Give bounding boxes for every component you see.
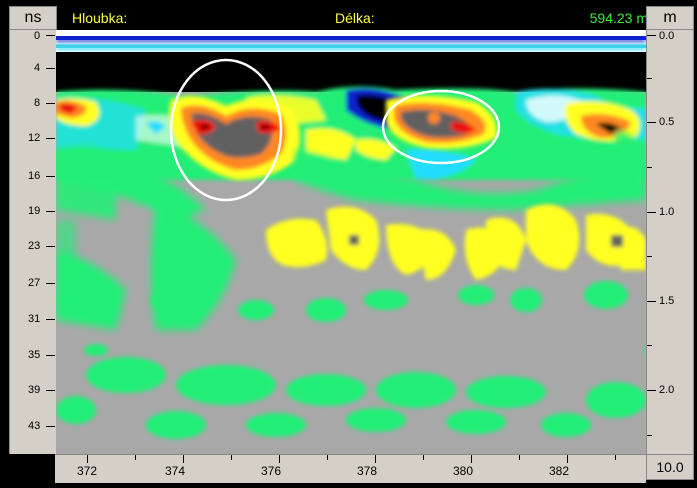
tick-mark — [615, 455, 616, 460]
tick-mark — [46, 68, 55, 69]
time-tick-label: 23 — [28, 240, 41, 252]
target-highlight-2 — [381, 89, 501, 165]
tick-mark — [567, 455, 568, 463]
depth-tick-label: 0.5 — [659, 116, 675, 128]
tick-mark — [46, 103, 55, 104]
time-axis-ruler[interactable]: 0 4 8 12 16 19 23 27 31 35 39 43 — [9, 30, 57, 454]
time-tick-label: 4 — [34, 62, 41, 74]
depth-label: Hloubka: — [72, 10, 128, 26]
time-tick-label: 12 — [28, 132, 41, 144]
radargram-image — [56, 30, 646, 454]
tick-mark — [46, 319, 55, 320]
radargram-profile[interactable] — [56, 30, 646, 454]
tick-mark — [231, 455, 232, 460]
tick-mark — [46, 35, 55, 36]
time-tick-label: 39 — [28, 384, 41, 396]
tick-mark — [647, 345, 652, 346]
tick-mark — [46, 426, 55, 427]
depth-tick-label: 0.0 — [659, 30, 675, 42]
tick-mark — [46, 176, 55, 177]
distance-axis-ruler[interactable]: 372 374 376 378 380 382 — [55, 454, 646, 483]
tick-mark — [46, 211, 55, 212]
corner-block — [9, 454, 55, 482]
tick-mark — [327, 455, 328, 460]
time-tick-label: 35 — [28, 349, 41, 361]
time-tick-label: 43 — [28, 420, 41, 432]
distance-tick-label: 378 — [357, 464, 378, 478]
distance-tick-label: 382 — [549, 464, 570, 478]
tick-mark — [423, 455, 424, 460]
tick-mark — [279, 455, 280, 463]
time-tick-label: 16 — [28, 170, 41, 182]
tick-mark — [46, 138, 55, 139]
tick-mark — [135, 455, 136, 460]
time-tick-label: 27 — [28, 277, 41, 289]
tick-mark — [46, 246, 55, 247]
depth-unit-label: m — [646, 6, 694, 30]
depth-axis-ruler[interactable]: 0.0 0.5 1.0 1.5 2.0 — [646, 30, 694, 454]
position-readout: 594.23 m — [589, 10, 648, 26]
time-unit-label: ns — [9, 6, 57, 30]
tick-mark — [46, 355, 55, 356]
tick-mark — [647, 35, 656, 36]
tick-mark — [647, 435, 652, 436]
target-highlight-1 — [169, 58, 283, 202]
tick-mark — [46, 390, 55, 391]
tick-mark — [183, 455, 184, 463]
tick-mark — [647, 256, 652, 257]
tick-mark — [647, 301, 656, 302]
tick-mark — [647, 167, 652, 168]
scale-end-value[interactable]: 10.0 — [646, 454, 694, 480]
distance-tick-label: 374 — [165, 464, 186, 478]
tick-mark — [647, 212, 656, 213]
distance-tick-label: 380 — [453, 464, 474, 478]
tick-mark — [46, 283, 55, 284]
tick-mark — [647, 78, 652, 79]
distance-tick-label: 376 — [261, 464, 282, 478]
depth-tick-label: 1.5 — [659, 295, 675, 307]
time-tick-label: 31 — [28, 313, 41, 325]
time-tick-label: 19 — [28, 205, 41, 217]
header-bar: ns Hloubka: Délka: 594.23 m m — [0, 0, 697, 30]
tick-mark — [471, 455, 472, 463]
length-label: Délka: — [335, 10, 375, 26]
time-tick-label: 8 — [34, 97, 41, 109]
depth-tick-label: 2.0 — [659, 384, 675, 396]
tick-mark — [87, 455, 88, 463]
depth-tick-label: 1.0 — [659, 206, 675, 218]
distance-tick-label: 372 — [77, 464, 98, 478]
time-tick-label: 0 — [34, 30, 41, 42]
tick-mark — [647, 390, 656, 391]
tick-mark — [519, 455, 520, 460]
tick-mark — [375, 455, 376, 463]
tick-mark — [647, 122, 656, 123]
